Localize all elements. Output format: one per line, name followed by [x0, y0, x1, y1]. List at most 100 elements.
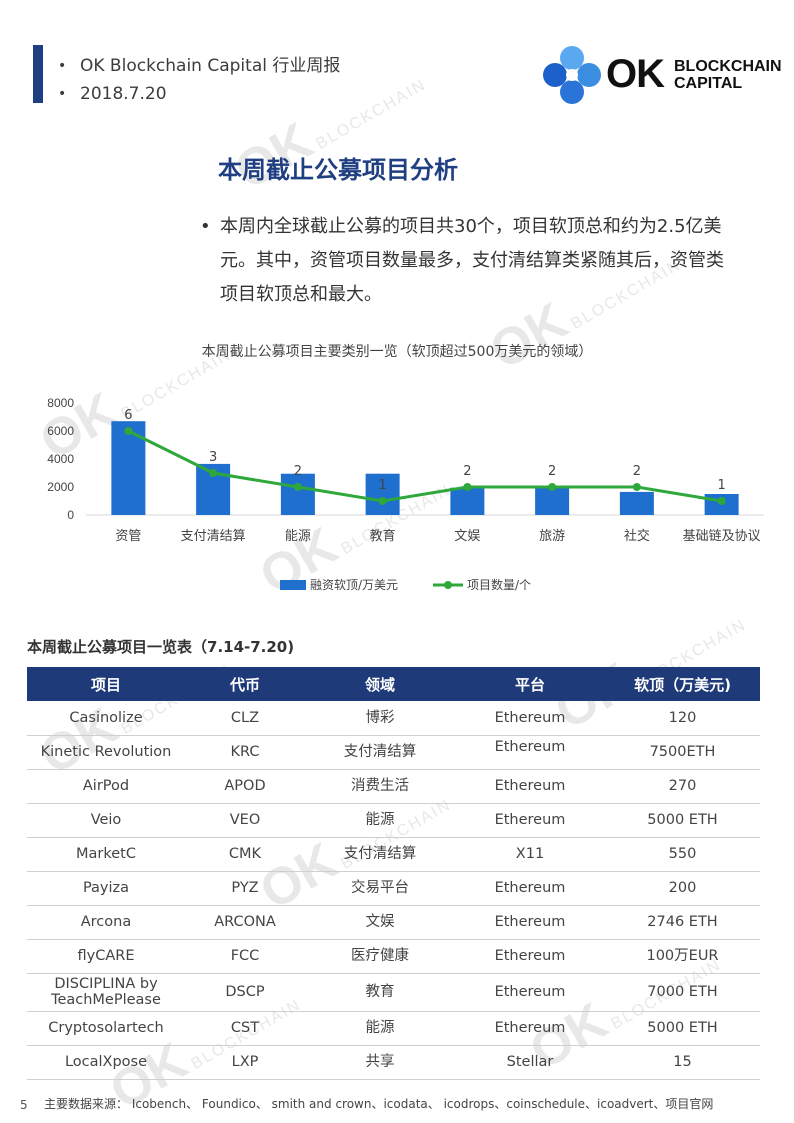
cell-sector: 博彩 [305, 701, 455, 736]
summary-text: 本周内全球截止公募的项目共30个，项目软顶总和约为2.5亿美元。其中，资管项目数… [220, 216, 724, 305]
logo-ok-text: OK [606, 52, 665, 96]
line-point [209, 469, 218, 477]
company-logo: OK BLOCKCHAIN CAPITAL [540, 44, 782, 108]
table-header-row: 项目 代币 领域 平台 软顶（万美元) [27, 667, 760, 701]
y-tick-label: 6000 [47, 424, 74, 438]
cell-softcap: 5000 ETH [605, 803, 760, 838]
data-label: 1 [378, 478, 386, 493]
report-date: 2018.7.20 [80, 84, 167, 104]
cell-softcap: 7000 ETH [605, 973, 760, 1012]
cell-softcap: 7500ETH [605, 735, 760, 770]
x-tick-label: 能源 [285, 529, 311, 544]
table-row: DISCIPLINA by TeachMePlease DSCP 教育 Ethe… [27, 973, 760, 1012]
cell-token: DSCP [185, 973, 305, 1012]
cell-sector: 支付清结算 [305, 735, 455, 770]
cell-platform: X11 [455, 837, 605, 872]
cell-token: PYZ [185, 871, 305, 906]
data-label: 2 [633, 464, 641, 479]
x-tick-label: 教育 [370, 528, 396, 544]
cell-project: flyCARE [27, 939, 185, 974]
cell-sector: 消费生活 [305, 769, 455, 804]
table-row: LocalXpose LXP 共享 Stellar 15 [27, 1045, 760, 1080]
cell-token: CMK [185, 837, 305, 872]
cell-platform: Ethereum [455, 871, 605, 906]
table-row: Arcona ARCONA 文娱 Ethereum 2746 ETH [27, 905, 760, 940]
col-header-token: 代币 [185, 667, 305, 701]
bar [619, 491, 654, 515]
chart-title: 本周截止公募项目主要类别一览（软顶超过500万美元的领域） [201, 344, 593, 360]
cell-sector: 共享 [305, 1045, 455, 1080]
logo-circle-top [560, 46, 584, 70]
table-title: 本周截止公募项目一览表（7.14-7.20) [27, 638, 295, 656]
legend-swatch-bar [280, 580, 306, 590]
line-point [717, 497, 726, 505]
cell-token: LXP [185, 1045, 305, 1080]
line-series [127, 429, 722, 503]
line-point [632, 483, 641, 491]
data-label: 2 [548, 464, 556, 479]
line-point [293, 483, 302, 491]
cell-project: Cryptosolartech [27, 1011, 185, 1046]
legend-label-line: 项目数量/个 [467, 577, 531, 592]
cell-softcap: 200 [605, 871, 760, 906]
line-point [124, 427, 133, 435]
page-number: 5 [20, 1098, 28, 1112]
cell-softcap: 120 [605, 701, 760, 736]
line-point [378, 497, 387, 505]
cell-platform: Ethereum [455, 905, 605, 940]
logo-blockchain-text: BLOCKCHAIN [674, 58, 782, 75]
bar [450, 487, 485, 515]
table-row: Veio VEO 能源 Ethereum 5000 ETH [27, 803, 760, 838]
logo-circles-icon [543, 46, 601, 104]
section-title: 本周截止公募项目分析 [218, 156, 458, 184]
cell-token: CLZ [185, 701, 305, 736]
col-header-project: 项目 [27, 667, 185, 701]
data-label: 6 [124, 408, 132, 423]
cell-project: Veio [27, 803, 185, 838]
cell-token: CST [185, 1011, 305, 1046]
data-sources: 主要数据来源： Icobench、 Foundico、 smith and cr… [44, 1097, 714, 1111]
cell-project: LocalXpose [27, 1045, 185, 1080]
col-header-softcap: 软顶（万美元) [605, 667, 760, 701]
bar [365, 473, 400, 515]
x-tick-label: 文娱 [454, 529, 480, 544]
legend-swatch-line-point [444, 581, 452, 589]
cell-platform: Ethereum [455, 1011, 605, 1046]
cell-project: Kinetic Revolution [27, 735, 185, 770]
cell-platform: Ethereum [455, 939, 605, 974]
table-row: Cryptosolartech CST 能源 Ethereum 5000 ETH [27, 1011, 760, 1046]
data-label: 1 [717, 478, 725, 493]
summary-bullet: • [200, 216, 211, 237]
cell-sector: 教育 [305, 973, 455, 1012]
cell-sector: 交易平台 [305, 871, 455, 906]
col-header-platform: 平台 [455, 667, 605, 701]
cell-sector: 能源 [305, 803, 455, 838]
y-tick-label: 8000 [47, 396, 74, 410]
logo-circle-bottom [560, 80, 584, 104]
col-header-sector: 领域 [305, 667, 455, 701]
cell-project: Arcona [27, 905, 185, 940]
category-chart: 0 2000 4000 6000 8000 资管 支付清结算 能源 教育 文娱 旅游 社交 基础链及协议… [47, 396, 764, 592]
cell-token: APOD [185, 769, 305, 804]
cell-softcap: 270 [605, 769, 760, 804]
cell-token: KRC [185, 735, 305, 770]
cell-softcap: 15 [605, 1045, 760, 1080]
data-label: 2 [463, 464, 471, 479]
line-point [463, 483, 472, 491]
cell-token: ARCONA [185, 905, 305, 940]
cell-sector: 能源 [305, 1011, 455, 1046]
data-label: 2 [294, 464, 302, 479]
x-tick-label: 基础链及协议 [683, 529, 761, 544]
table-row: Casinolize CLZ 博彩 Ethereum 120 [27, 701, 760, 736]
cell-token: VEO [185, 803, 305, 838]
x-tick-label: 旅游 [539, 529, 565, 544]
data-label: 3 [209, 450, 217, 465]
cell-project: Payiza [27, 871, 185, 906]
header-accent-bar [33, 45, 43, 103]
table-row: AirPod APOD 消费生活 Ethereum 270 [27, 769, 760, 804]
cell-project: MarketC [27, 837, 185, 872]
table-row: MarketC CMK 支付清结算 X11 550 [27, 837, 760, 872]
cell-project: DISCIPLINA by TeachMePlease [27, 973, 185, 1012]
table-row: Payiza PYZ 交易平台 Ethereum 200 [27, 871, 760, 906]
report-title: OK Blockchain Capital 行业周报 [80, 56, 341, 76]
